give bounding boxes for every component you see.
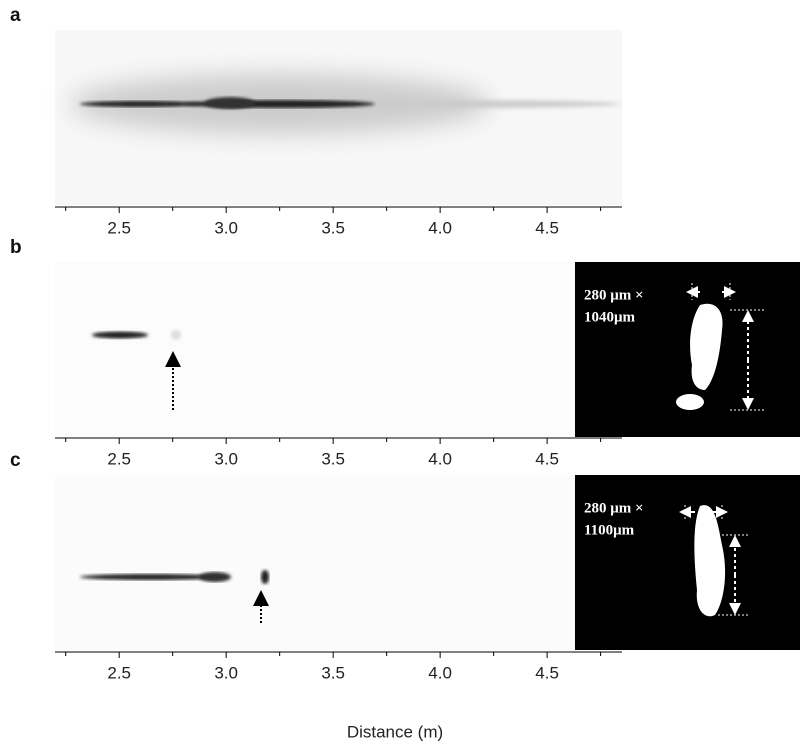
x-tick-label: 3.0 bbox=[214, 663, 238, 682]
x-tick-label: 4.0 bbox=[428, 218, 452, 237]
inset-text: 1100μm bbox=[584, 522, 635, 538]
x-tick-label: 2.5 bbox=[107, 449, 131, 468]
panel-label: c bbox=[10, 450, 21, 471]
x-tick-label: 3.0 bbox=[214, 449, 238, 468]
x-axis-label: Distance (m) bbox=[347, 722, 443, 741]
x-tick-label: 4.5 bbox=[535, 218, 559, 237]
inset-text: 1040μm bbox=[584, 309, 636, 325]
x-tick-label: 4.5 bbox=[535, 449, 559, 468]
x-tick-label: 3.5 bbox=[321, 663, 345, 682]
x-tick-label: 3.5 bbox=[321, 449, 345, 468]
x-tick-label: 4.0 bbox=[428, 449, 452, 468]
panel-label: a bbox=[10, 5, 21, 26]
panel-label: b bbox=[10, 237, 22, 258]
inset-text: 280 μm × bbox=[584, 500, 644, 516]
image-a bbox=[55, 30, 622, 205]
image-c bbox=[55, 475, 800, 650]
x-tick-label: 2.5 bbox=[107, 218, 131, 237]
x-tick-label: 3.5 bbox=[321, 218, 345, 237]
x-tick-label: 4.5 bbox=[535, 663, 559, 682]
x-tick-label: 2.5 bbox=[107, 663, 131, 682]
x-tick-label: 3.0 bbox=[214, 218, 238, 237]
x-tick-label: 4.0 bbox=[428, 663, 452, 682]
image-b bbox=[55, 262, 800, 437]
inset-text: 280 μm × bbox=[584, 287, 644, 303]
